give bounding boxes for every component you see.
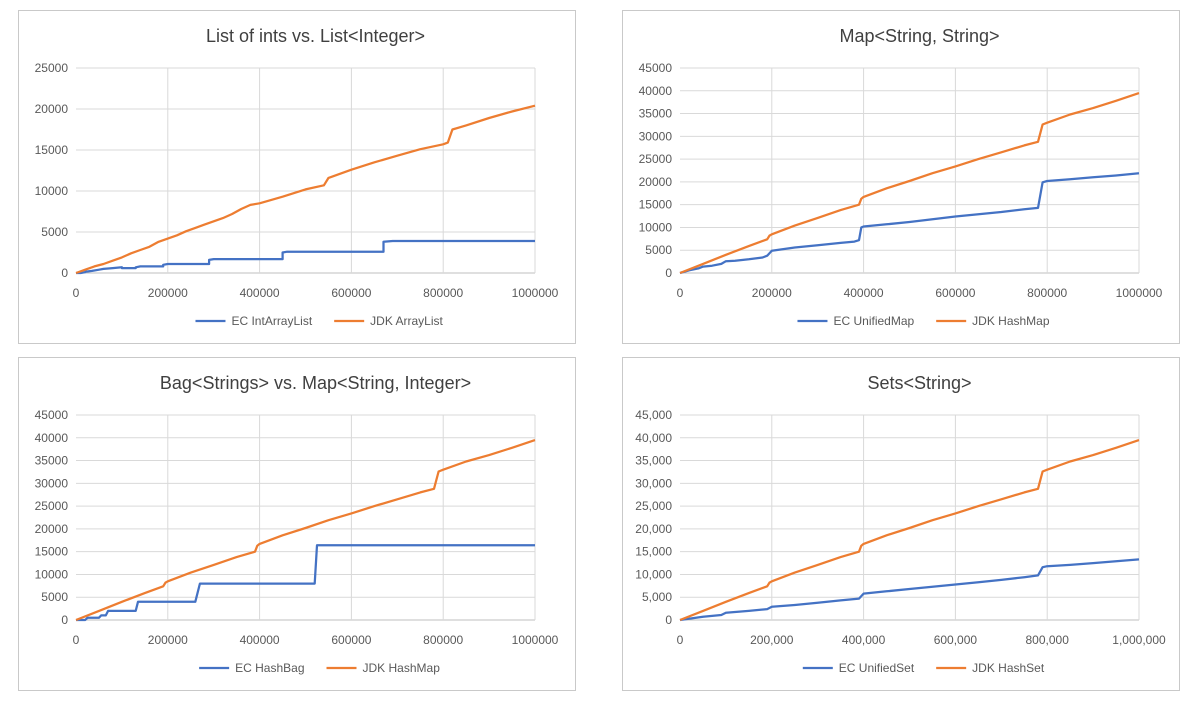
y-tick-label: 15000: [35, 143, 69, 157]
x-tick-label: 0: [677, 633, 684, 647]
y-tick-label: 25000: [35, 499, 69, 513]
x-tick-label: 1000000: [512, 286, 559, 300]
chart-title: Map<String, String>: [839, 26, 999, 46]
legend-label: EC UnifiedSet: [839, 661, 915, 675]
series-line-jdk: [75, 439, 536, 622]
legend-label: EC HashBag: [235, 661, 304, 675]
x-tick-label: 800000: [1027, 286, 1067, 300]
y-tick-label: 15000: [639, 198, 673, 212]
y-tick-label: 40000: [35, 431, 69, 445]
series-line-jdk: [679, 439, 1140, 622]
legend-label: JDK ArrayList: [370, 314, 443, 328]
y-tick-label: 30000: [639, 129, 673, 143]
y-tick-label: 0: [61, 613, 68, 627]
y-tick-label: 35000: [639, 107, 673, 121]
series-line-ec: [76, 239, 535, 275]
x-tick-label: 800000: [423, 633, 463, 647]
legend: EC UnifiedSet JDK HashSet: [802, 661, 1045, 675]
y-tick-label: 30000: [35, 476, 69, 490]
chart-title: Bag<Strings> vs. Map<String, Integer>: [160, 373, 471, 393]
x-tick-label: 200000: [148, 286, 188, 300]
x-tick-label: 600000: [331, 286, 371, 300]
legend: EC HashBag JDK HashMap: [199, 661, 440, 675]
y-tick-label: 5000: [41, 225, 68, 239]
chart-panel-bag-vs-map: Bag<Strings> vs. Map<String, Integer> 0 50…: [18, 357, 576, 691]
y-tick-label: 5000: [645, 243, 672, 257]
y-tick-label: 10000: [35, 567, 69, 581]
legend: EC IntArrayList JDK ArrayList: [195, 314, 444, 328]
chart-panel-list-of-ints: List of ints vs. List<Integer> 0 5000 10000…: [18, 10, 576, 344]
x-tick-label: 200000: [752, 286, 792, 300]
y-tick-label: 45,000: [635, 408, 672, 422]
x-tick-label: 800,000: [1026, 633, 1070, 647]
y-tick-label: 15,000: [635, 545, 672, 559]
y-tick-label: 25000: [639, 152, 673, 166]
y-tick-label: 25000: [35, 61, 69, 75]
y-tick-label: 40,000: [635, 431, 672, 445]
x-tick-label: 600000: [331, 633, 371, 647]
y-tick-label: 20000: [35, 102, 69, 116]
x-tick-label: 400,000: [842, 633, 886, 647]
x-tick-label: 1000000: [1116, 286, 1163, 300]
series-line-ec: [76, 544, 535, 622]
x-tick-label: 600000: [935, 286, 975, 300]
x-tick-label: 0: [73, 633, 80, 647]
chart-panel-sets-string: Sets<String> 0 5,000 10,000 15,000 20,000 25,0…: [622, 357, 1180, 691]
y-tick-label: 20,000: [635, 522, 672, 536]
x-tick-label: 0: [73, 286, 80, 300]
y-tick-label: 40000: [639, 84, 673, 98]
y-tick-label: 25,000: [635, 499, 672, 513]
x-tick-label: 400000: [240, 633, 280, 647]
y-tick-label: 35000: [35, 454, 69, 468]
y-tick-label: 35,000: [635, 454, 672, 468]
y-tick-label: 5000: [41, 590, 68, 604]
y-tick-label: 15000: [35, 545, 69, 559]
y-tick-label: 45000: [35, 408, 69, 422]
x-tick-label: 400000: [844, 286, 884, 300]
chart-title: Sets<String>: [867, 373, 971, 393]
y-tick-label: 5,000: [642, 590, 672, 604]
chart-panel-map-string-string: Map<String, String> 0 5000 10000 15000 20000 2…: [622, 10, 1180, 344]
x-tick-label: 200000: [148, 633, 188, 647]
y-tick-label: 20000: [35, 522, 69, 536]
chart-svg-map-string-string: Map<String, String> 0 5000 10000 15000 20000 2…: [639, 26, 1163, 328]
legend-label: JDK HashSet: [972, 661, 1045, 675]
series-line-ec: [679, 172, 1140, 275]
legend-label: EC IntArrayList: [231, 314, 312, 328]
y-tick-label: 10,000: [635, 567, 672, 581]
x-tick-label: 600,000: [934, 633, 978, 647]
x-tick-label: 0: [677, 286, 684, 300]
chart-title: List of ints vs. List<Integer>: [206, 26, 425, 46]
y-tick-label: 20000: [639, 175, 673, 189]
x-tick-label: 1000000: [512, 633, 559, 647]
legend-label: JDK HashMap: [363, 661, 441, 675]
y-tick-label: 0: [665, 613, 672, 627]
y-tick-label: 30,000: [635, 476, 672, 490]
y-tick-label: 45000: [639, 61, 673, 75]
chart-svg-list-of-ints: List of ints vs. List<Integer> 0 5000 10000…: [35, 26, 559, 328]
legend-label: EC UnifiedMap: [833, 314, 914, 328]
chart-svg-sets-string: Sets<String> 0 5,000 10,000 15,000 20,000 25,0…: [635, 373, 1166, 675]
y-tick-label: 0: [665, 266, 672, 280]
x-tick-label: 800000: [423, 286, 463, 300]
x-tick-label: 200,000: [750, 633, 794, 647]
series-line-ec: [679, 558, 1140, 622]
legend: EC UnifiedMap JDK HashMap: [797, 314, 1050, 328]
series-line-jdk: [75, 104, 536, 275]
series-line-jdk: [679, 92, 1140, 275]
y-tick-label: 10000: [639, 220, 673, 234]
x-tick-label: 1,000,000: [1112, 633, 1166, 647]
legend-label: JDK HashMap: [972, 314, 1050, 328]
y-tick-label: 10000: [35, 184, 69, 198]
x-tick-label: 400000: [240, 286, 280, 300]
chart-svg-bag-vs-map: Bag<Strings> vs. Map<String, Integer> 0 50…: [35, 373, 559, 675]
y-tick-label: 0: [61, 266, 68, 280]
